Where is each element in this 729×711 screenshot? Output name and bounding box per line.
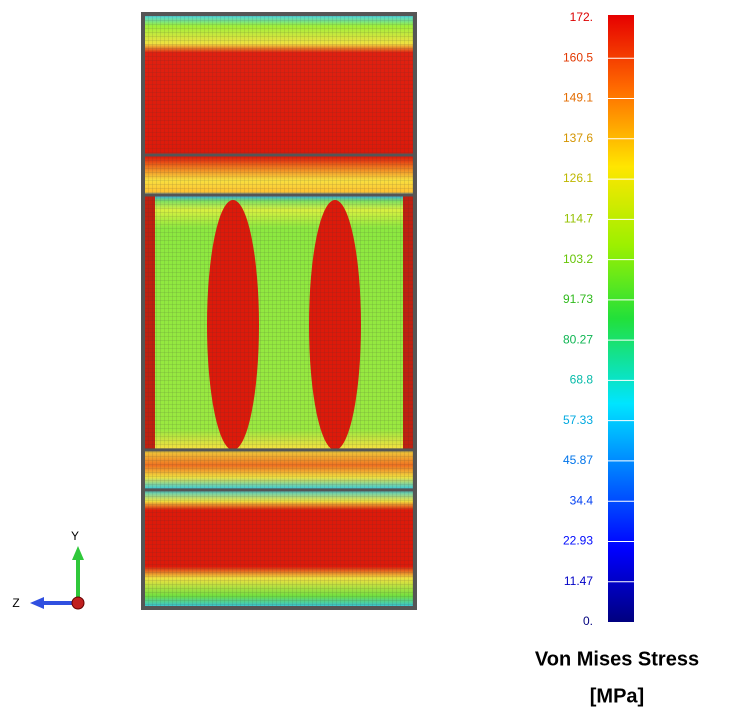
- colorbar-label: 114.7: [564, 212, 593, 226]
- colorbar-label: 103.2: [563, 252, 593, 266]
- legend-title: Von Mises Stress: [535, 648, 699, 670]
- colorbar-label: 22.93: [563, 534, 593, 548]
- colorbar-label: 11.47: [564, 574, 593, 588]
- colorbar-label: 126.1: [563, 171, 593, 185]
- colorbar-label: 68.8: [570, 373, 594, 387]
- colorbar-label: 80.27: [563, 332, 593, 346]
- colorbar-label: 149.1: [563, 91, 593, 105]
- colorbar-label: 45.87: [563, 453, 593, 467]
- model: [141, 12, 417, 610]
- legend-title: [MPa]: [590, 685, 644, 707]
- colorbar-label: 172.: [570, 10, 593, 24]
- axis-label: Y: [71, 529, 79, 543]
- colorbar-label: 57.33: [563, 413, 593, 427]
- colorbar-label: 34.4: [570, 493, 594, 507]
- colorbar-label: 137.6: [563, 131, 593, 145]
- axis-triad: Y Z: [12, 529, 85, 610]
- colorbar-label: 91.73: [563, 292, 593, 306]
- colorbar: [608, 15, 634, 622]
- colorbar-label: 160.5: [563, 50, 593, 64]
- axis-label: Z: [12, 596, 19, 610]
- colorbar-label: 0.: [583, 614, 593, 628]
